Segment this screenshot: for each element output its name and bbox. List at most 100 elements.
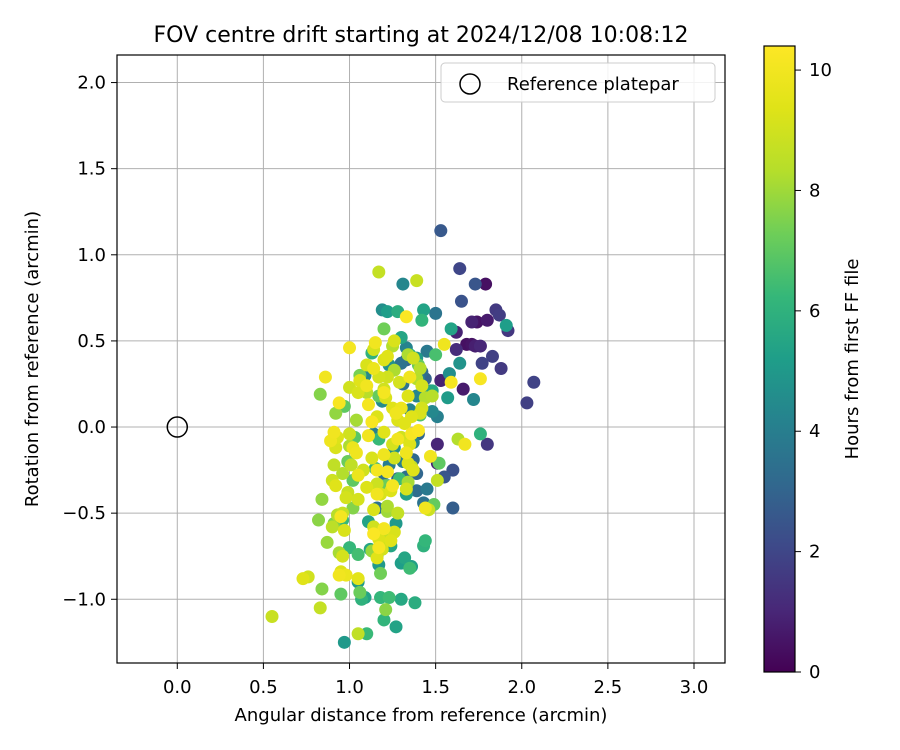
scatter-point [377,386,391,400]
x-tick-label: 1.5 [421,677,450,698]
scatter-point [377,448,391,462]
y-tick-label: 2.0 [77,73,106,94]
scatter-point [411,423,425,437]
scatter-point [370,487,384,501]
scatter-point [337,523,351,537]
scatter-point [380,349,394,363]
scatter-point [384,534,398,548]
scatter-point [379,603,393,617]
scatter-point [380,465,394,479]
scatter-point [351,492,365,506]
scatter-point [353,585,367,599]
scatter-point [343,341,357,355]
scatter-point [380,305,394,319]
scatter-point [441,391,455,405]
scatter-point [465,315,479,329]
scatter-point [361,398,375,412]
scatter-point [389,406,403,420]
scatter-point [410,484,424,498]
scatter-point [365,415,379,429]
scatter-point [398,551,412,565]
legend-box [440,62,716,103]
scatter-point [473,339,487,353]
scatter-point [479,277,493,291]
scatter-point [399,310,413,324]
scatter-point [494,361,508,375]
y-tick-label: 1.5 [77,159,106,180]
scatter-point [386,479,400,493]
scatter-point [334,510,348,524]
scatter-point [336,549,350,563]
scatter-point [473,427,487,441]
scatter-point [413,361,427,375]
scatter-point [265,609,279,623]
scatter-point [408,596,422,610]
scatter-point [430,437,444,451]
scatter-point [315,492,329,506]
scatter-point [425,389,439,403]
scatter-point [361,429,375,443]
scatter-point [339,491,353,505]
scatter-point [337,635,351,649]
colorbar-label: Hours from first FF file [842,259,863,460]
scatter-point [349,413,363,427]
scatter-point [377,613,391,627]
y-tick-label: 0.5 [77,331,106,352]
y-tick-label: 1.0 [77,245,106,266]
legend-open-circle-icon [459,73,481,95]
scatter-point [420,482,434,496]
scatter-point [365,451,379,465]
scatter-point [453,356,467,370]
colorbar-tick-label: 0 [809,662,820,683]
scatter-point [349,446,363,460]
scatter-point [430,473,444,487]
scatter-point [401,389,415,403]
scatter-point [418,534,432,548]
colorbar-tick-label: 6 [809,301,820,322]
scatter-point [391,506,405,520]
scatter-point [520,396,534,410]
scatter-point [368,336,382,350]
scatter-point [327,425,341,439]
scatter-point [325,520,339,534]
x-axis-label: Angular distance from reference (arcmin) [235,705,608,726]
legend-label-reference-platepar: Reference platepar [507,74,679,95]
y-tick-label: 0.0 [77,417,106,438]
scatter-point [380,499,394,513]
scatter-point [429,306,443,320]
scatter-point [417,303,431,317]
x-tick-label: 1.0 [335,677,364,698]
scatter-point [372,541,386,555]
scatter-point [499,318,513,332]
scatter-point [387,334,401,348]
scatter-point [423,449,437,463]
scatter-points [265,224,541,649]
scatter-point [360,379,374,393]
scatter-point [318,370,332,384]
scatter-point [458,437,472,451]
scatter-point [449,343,463,357]
scatter-point [370,477,384,491]
scatter-point [480,313,494,327]
scatter-point [394,592,408,606]
scatter-point [527,375,541,389]
scatter-point [399,482,413,496]
scatter-point [480,437,494,451]
scatter-point [332,568,346,582]
scatter-point [329,406,343,420]
scatter-point [334,587,348,601]
colorbar [763,45,796,673]
scatter-point [434,224,448,238]
scatter-point [382,591,396,605]
scatter-point [453,262,467,276]
scatter-point [351,572,365,586]
scatter-point [406,463,420,477]
scatter-point [403,370,417,384]
scatter-point [396,277,410,291]
scatter-point [329,479,343,493]
scatter-point [467,392,481,406]
scatter-point [387,451,401,465]
scatter-point [406,351,420,365]
scatter-point [296,572,310,586]
